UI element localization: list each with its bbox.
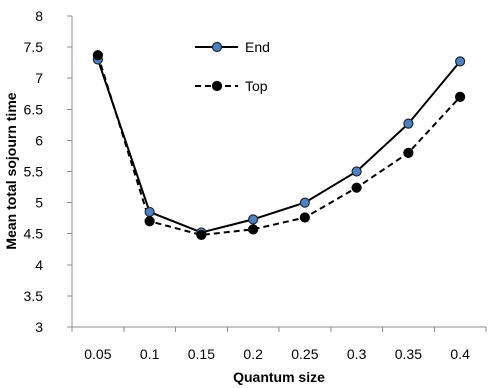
top-point: [299, 212, 310, 223]
y-axis-title: Mean total sojourn time: [3, 92, 19, 249]
x-tick-label: 0.3: [347, 346, 367, 362]
x-tick-label: 0.15: [188, 346, 215, 362]
end-point: [144, 206, 155, 218]
series-markers: [92, 50, 466, 241]
end-point: [248, 214, 259, 225]
end-point: [403, 118, 414, 129]
legend-top-marker: [211, 80, 223, 92]
y-tick-label: 5.5: [24, 164, 44, 180]
x-tick-label: 0.25: [291, 346, 318, 362]
end-point: [299, 197, 310, 208]
x-tick-label: 0.05: [84, 346, 111, 362]
y-tick-label: 4: [35, 257, 43, 273]
y-tick-label: 4.5: [24, 226, 44, 242]
y-axis-ticks: 3 3.5 4 4.5 5 5.5 6 6.5 7 7.5 8: [24, 8, 72, 335]
end-point: [455, 56, 466, 67]
y-tick-label: 7: [35, 70, 43, 86]
top-series-line: [96, 54, 461, 236]
y-tick-label: 3.5: [24, 288, 44, 304]
x-axis-title: Quantum size: [233, 369, 325, 385]
end-point: [351, 166, 362, 177]
end-series-line: [96, 59, 461, 234]
y-tick-label: 6: [35, 132, 43, 148]
legend-top-label: Top: [245, 78, 268, 94]
top-point: [403, 147, 414, 158]
x-tick-label: 0.35: [395, 346, 422, 362]
y-tick-label: 8: [35, 8, 43, 24]
series-lines: [96, 54, 461, 236]
x-tick-label: 0.4: [450, 346, 470, 362]
y-tick-label: 5: [35, 195, 43, 211]
x-axis-ticks: 0.05 0.1 0.15 0.2 0.25 0.3 0.35 0.4: [71, 327, 487, 362]
top-point: [196, 229, 207, 241]
x-tick-label: 0.2: [243, 346, 263, 362]
x-tick-label: 0.1: [140, 346, 160, 362]
top-point: [92, 50, 103, 61]
y-tick-label: 3: [35, 319, 43, 335]
top-point: [144, 216, 155, 227]
top-point: [455, 91, 466, 102]
legend: End Top: [195, 39, 270, 94]
legend-end-label: End: [245, 39, 270, 55]
y-tick-label: 6.5: [24, 101, 44, 117]
y-tick-label: 7.5: [24, 39, 44, 55]
top-point: [248, 224, 259, 235]
legend-end-marker: [211, 41, 223, 53]
top-point: [351, 182, 362, 193]
